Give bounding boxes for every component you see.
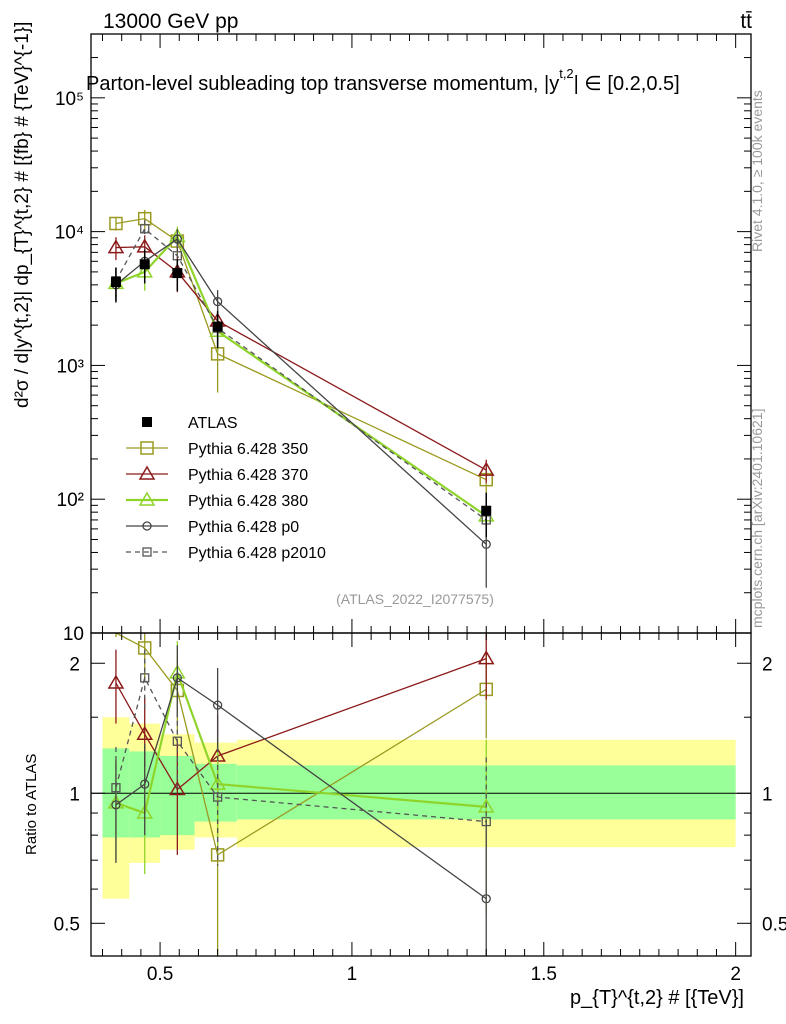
y-tick-label: 10³ (57, 356, 84, 377)
y-axis-title: d²σ / d|y^{t,2}| dp_{T}^{t,2} # [{fb} # … (12, 22, 33, 408)
rivet-version-label: Rivet 4.1.0, ≥ 100k events (749, 90, 765, 252)
axis-ticks: 0.5 1 1.5 2 10 10² 10³ 10⁴ 10⁵ 0.5 0.5 1 1 2 2 (54, 33, 786, 985)
x-tick-label: 2 (730, 964, 741, 985)
series-point (477, 461, 495, 476)
series-point (109, 216, 123, 231)
energy-label: 13000 GeV pp (103, 10, 238, 33)
legend-entry: Pythia 6.428 p0 (126, 519, 299, 536)
legend-label: Pythia 6.428 p2010 (188, 545, 326, 562)
plot-title-main: Parton-level subleading top transverse m… (86, 73, 559, 95)
series-ratio-point (481, 816, 491, 827)
series-ratio-point (111, 800, 121, 810)
legend-marker (138, 491, 156, 506)
ratio-uncertainty-bands (102, 717, 736, 899)
legend-label: Pythia 6.428 370 (188, 467, 308, 484)
series-ratio-point (212, 700, 223, 710)
legend-label: Pythia 6.428 350 (188, 441, 308, 458)
atlas-point (110, 277, 121, 288)
series-ratio-point (111, 783, 121, 793)
mcplots-label: mcplots.cern.ch [arXiv:2401.10621] (749, 409, 765, 628)
legend-entry: Pythia 6.428 380 (126, 491, 308, 510)
ratio-y-axis-title: Ratio to ATLAS (23, 754, 40, 855)
legend-entry: Pythia 6.428 370 (126, 465, 308, 484)
series-ratio-point (136, 725, 154, 740)
ratio-tick-label-right: 0.5 (762, 914, 786, 935)
atlas-data (110, 249, 492, 538)
atlas-point (481, 505, 492, 516)
ratio-tick-label: 0.5 (54, 914, 80, 935)
series-ratio-point (172, 673, 182, 683)
plot-title-sup: t,2 (559, 66, 573, 81)
legend-entry: Pythia 6.428 p2010 (126, 545, 326, 562)
plot-title: Parton-level subleading top transverse m… (86, 66, 680, 95)
legend-marker (140, 441, 154, 455)
legend-entry: ATLAS (142, 415, 238, 432)
main-plot-frame (90, 33, 752, 634)
series-ratio-point (107, 674, 125, 689)
series-ratio-point (212, 792, 223, 802)
legend-label: Pythia 6.428 p0 (188, 519, 299, 536)
y-tick-label: 10⁴ (55, 223, 84, 244)
x-axis-title: p_{T}^{t,2} # [{TeV}] (570, 987, 744, 1009)
y-tick-label: 10 (63, 624, 84, 645)
legend-label: Pythia 6.428 380 (188, 493, 308, 510)
ratio-tick-label-right: 2 (762, 654, 773, 675)
x-tick-label: 1.5 (531, 964, 557, 985)
y-tick-label: 10² (57, 490, 84, 511)
ratio-tick-label: 1 (69, 784, 80, 805)
legend-marker (142, 521, 152, 531)
x-tick-label: 1 (347, 964, 358, 985)
series-ratio-point (477, 650, 495, 665)
series-point (212, 296, 223, 307)
analysis-watermark: (ATLAS_2022_I2077575) (336, 591, 494, 607)
series-ratio-point (140, 779, 150, 789)
series-ratio-point (172, 736, 182, 746)
plot-title-tail: | ∈ [0.2,0.5] (574, 73, 680, 95)
legend-marker (138, 465, 156, 480)
legend-marker (142, 547, 152, 557)
x-tick-label: 0.5 (147, 964, 173, 985)
series-point (172, 234, 182, 244)
atlas-point (212, 321, 223, 332)
atlas-point (139, 259, 150, 270)
y-tick-label: 10⁵ (55, 89, 84, 110)
series-ratio-point (169, 781, 186, 796)
process-label: tt̄ (740, 10, 752, 33)
legend: ATLAS Pythia 6.428 350 Pythia 6.428 370 Pyt… (126, 415, 326, 562)
legend-entry: Pythia 6.428 350 (126, 441, 308, 458)
series-ratio-point (209, 775, 226, 790)
ratio-tick-label-right: 1 (762, 784, 773, 805)
series-line (115, 246, 487, 471)
atlas-point (172, 268, 183, 279)
series-point (140, 224, 150, 234)
ratio-tick-label: 2 (69, 654, 80, 675)
series-curves (107, 209, 495, 956)
legend-marker (142, 417, 152, 427)
series-ratio-point (140, 673, 150, 683)
ratio-plot-frame (90, 632, 752, 957)
series-point (107, 239, 125, 254)
legend-label: ATLAS (188, 415, 238, 432)
